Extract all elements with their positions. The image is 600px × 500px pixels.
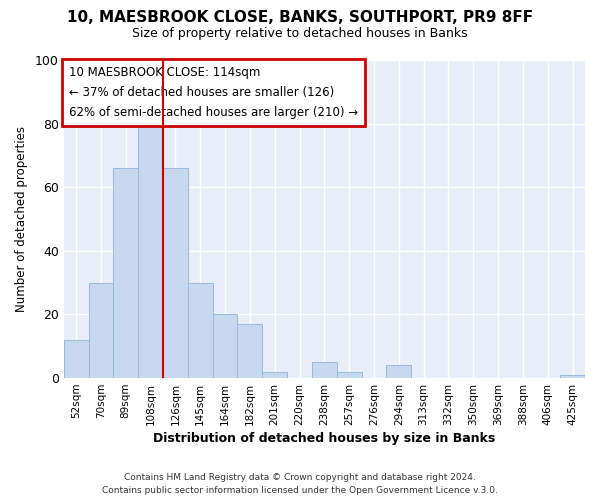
Bar: [188, 282, 212, 378]
Text: 10, MAESBROOK CLOSE, BANKS, SOUTHPORT, PR9 8FF: 10, MAESBROOK CLOSE, BANKS, SOUTHPORT, P…: [67, 10, 533, 25]
Bar: [337, 372, 362, 378]
Bar: [386, 366, 411, 378]
Bar: [89, 282, 113, 378]
Bar: [64, 340, 89, 378]
Bar: [238, 324, 262, 378]
Y-axis label: Number of detached properties: Number of detached properties: [15, 126, 28, 312]
Text: Contains HM Land Registry data © Crown copyright and database right 2024.
Contai: Contains HM Land Registry data © Crown c…: [102, 473, 498, 495]
Bar: [113, 168, 138, 378]
Bar: [138, 111, 163, 378]
Bar: [163, 168, 188, 378]
Bar: [262, 372, 287, 378]
Bar: [560, 375, 585, 378]
Bar: [312, 362, 337, 378]
Text: 10 MAESBROOK CLOSE: 114sqm
← 37% of detached houses are smaller (126)
62% of sem: 10 MAESBROOK CLOSE: 114sqm ← 37% of deta…: [69, 66, 358, 120]
X-axis label: Distribution of detached houses by size in Banks: Distribution of detached houses by size …: [153, 432, 496, 445]
Bar: [212, 314, 238, 378]
Text: Size of property relative to detached houses in Banks: Size of property relative to detached ho…: [132, 28, 468, 40]
